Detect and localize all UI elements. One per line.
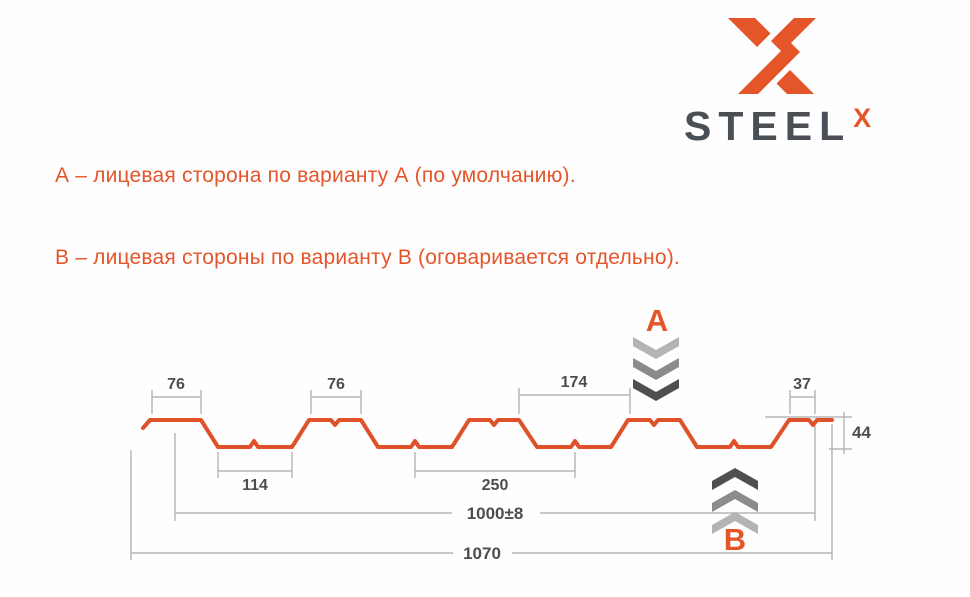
dim-label-valley: 114 xyxy=(242,477,268,494)
dim-working-width: 1000±8 xyxy=(174,425,816,523)
dim-edge-crest: 37 xyxy=(789,376,816,414)
dim-label-crest-a: 76 xyxy=(167,376,185,393)
dim-pitch: 250 xyxy=(414,452,576,494)
dim-label-edge-crest: 37 xyxy=(793,376,811,393)
marker-a: А xyxy=(633,303,679,401)
dim-label-pitch: 250 xyxy=(482,477,509,494)
chevron-up-icon xyxy=(712,468,758,490)
marker-b-letter: В xyxy=(724,522,746,557)
dim-height: 44 xyxy=(765,412,871,454)
chevron-up-icon xyxy=(712,512,758,534)
note-variant-a: А – лицевая сторона по варианту А (по ум… xyxy=(55,164,576,187)
dim-label-crest-b: 76 xyxy=(327,376,345,393)
steelx-x-icon xyxy=(728,18,816,94)
note-variant-b: В – лицевая стороны по варианту В (огова… xyxy=(55,246,680,269)
logo-arm-bottom-right xyxy=(776,70,814,94)
brand-name: STEEL xyxy=(684,103,852,149)
dim-label-working-width: 1000±8 xyxy=(467,504,524,523)
chevron-down-icon xyxy=(633,358,679,380)
dim-crest-b: 76 xyxy=(310,376,362,414)
chevron-up-icon xyxy=(712,490,758,512)
brand-superscript-x: X xyxy=(853,103,872,133)
logo-s-bridge xyxy=(738,18,816,94)
dim-label-overall-width: 1070 xyxy=(463,544,501,563)
dim-crest-spacing: 174 xyxy=(518,374,631,414)
logo-arm-top-left xyxy=(728,18,771,47)
marker-a-letter: А xyxy=(646,303,668,338)
chevron-down-icon xyxy=(633,379,679,401)
sheet-profile-outline xyxy=(141,418,834,449)
dim-valley: 114 xyxy=(217,452,293,494)
chevron-down-icon xyxy=(633,337,679,359)
dim-crest-a: 76 xyxy=(151,376,202,414)
dim-label-height: 44 xyxy=(852,423,871,442)
dim-label-crest-spacing: 174 xyxy=(561,374,588,391)
marker-b: В xyxy=(712,468,758,557)
dim-overall-width: 1070 xyxy=(130,424,833,563)
brand-logo-icon xyxy=(722,12,822,105)
brand-wordmark: STEELX xyxy=(684,103,871,150)
